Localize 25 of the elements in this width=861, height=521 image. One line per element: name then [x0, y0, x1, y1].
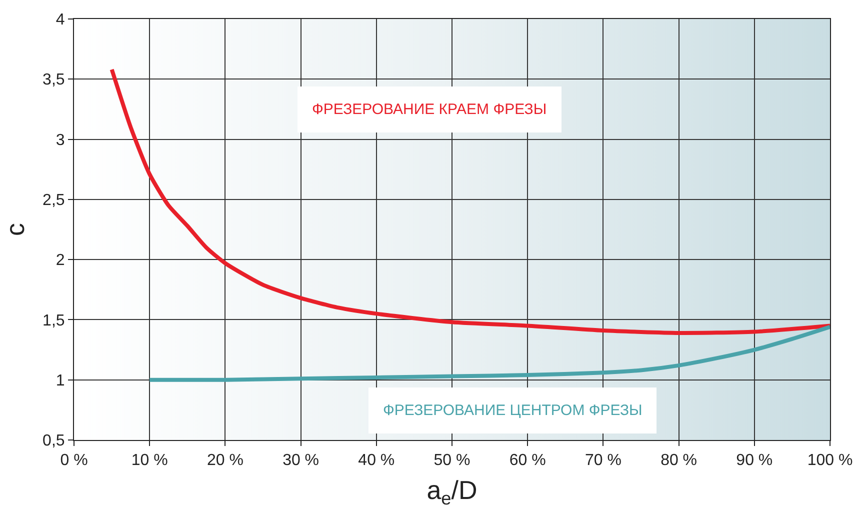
x-tick-label: 80 % — [660, 452, 698, 470]
series-label: ФРЕЗЕРОВАНИЕ ЦЕНТРОМ ФРЕЗЫ — [383, 402, 642, 419]
y-tick-label: 1,5 — [42, 312, 65, 330]
line-series — [148, 324, 830, 382]
x-axis-title: a$_{e}$/D — [426, 474, 478, 508]
text: ФРЕЗЕРОВАНИЕ КРАЕМ ФРЕЗЫ — [312, 101, 547, 118]
x-tick-label: 70 % — [584, 452, 622, 470]
x-tick-label: 0 % — [60, 452, 88, 470]
x-tick-label: 60 % — [509, 452, 546, 470]
y-tick-label: 1 — [56, 372, 65, 390]
y-tick-label: 2,5 — [42, 192, 65, 210]
x-tick-label: 40 % — [358, 452, 395, 470]
y-tick-label: 3,5 — [42, 72, 65, 89]
x-tick-label: 10 % — [131, 452, 168, 470]
y-tick-label: 3 — [56, 132, 65, 149]
y-tick-label: 4 — [56, 12, 65, 29]
x-tick-label: 20 % — [206, 452, 244, 470]
line-series — [110, 68, 830, 335]
x-tick-label: 90 % — [736, 452, 773, 470]
x-tick-label: 100 % — [807, 452, 853, 470]
x-tick-label: 30 % — [282, 452, 320, 470]
y-tick-label: 0,5 — [42, 432, 65, 450]
y-axis-title: c — [0, 223, 30, 236]
x-tick-label: 50 % — [434, 452, 470, 470]
y-tick-label: 2 — [56, 252, 65, 270]
